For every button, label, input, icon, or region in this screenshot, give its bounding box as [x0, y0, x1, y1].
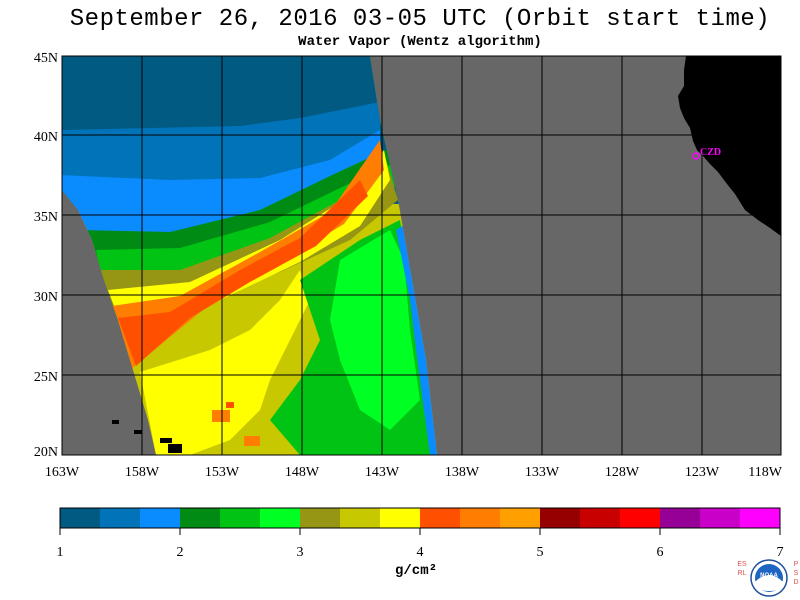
lat-label-35n: 35N: [34, 210, 58, 225]
map-title: September 26, 2016 03-05 UTC (Orbit star…: [69, 6, 771, 33]
colorbar-swatch-9: [420, 508, 461, 528]
lon-label-153w: 153W: [205, 465, 240, 480]
satellite-swath: [62, 56, 437, 455]
lon-label-118w: 118W: [748, 465, 782, 480]
colorbar-swatch-5: [260, 508, 301, 528]
colorbar-swatch-0: [60, 508, 101, 528]
colorbar-label-6: 6: [657, 545, 664, 560]
grid-lines: [62, 56, 781, 455]
lat-label-25n: 25N: [34, 370, 58, 385]
colorbar-label-5: 5: [537, 545, 544, 560]
island-oahu: [134, 430, 142, 434]
colorbar-label-4: 4: [417, 545, 424, 560]
island-kauai: [112, 420, 119, 424]
colorbar-swatch-13: [580, 508, 621, 528]
lon-labels: 163W 158W 153W 148W 143W 138W 133W 128W …: [45, 465, 783, 480]
colorbar-swatch-17: [740, 508, 781, 528]
lon-label-133w: 133W: [525, 465, 560, 480]
california-land: [678, 56, 781, 236]
colorbar-swatch-4: [220, 508, 261, 528]
swath-light-blue-band: [62, 130, 380, 245]
lat-label-40n: 40N: [34, 130, 58, 145]
colorbar-ticks: [59, 528, 781, 535]
lon-label-163w: 163W: [45, 465, 80, 480]
swath-red-orange-core: [118, 180, 368, 366]
map-subtitle: Water Vapor (Wentz algorithm): [298, 34, 542, 50]
colorbar-swatch-11: [500, 508, 541, 528]
lon-label-148w: 148W: [285, 465, 320, 480]
colorbar-swatch-14: [620, 508, 661, 528]
swath-dark-green-band: [80, 148, 395, 268]
station-marker: [692, 152, 700, 160]
lon-label-158w: 158W: [125, 465, 160, 480]
colorbar-swatch-15: [660, 508, 701, 528]
swath-orange-spot-2: [244, 436, 260, 446]
island-hawaii: [168, 444, 182, 453]
esrl-logo-text: ESRL: [737, 561, 747, 577]
island-maui: [160, 438, 172, 443]
colorbar-swatch-3: [180, 508, 221, 528]
swath-east-bright-green: [330, 230, 420, 430]
lon-label-128w: 128W: [605, 465, 640, 480]
lat-label-30n: 30N: [34, 290, 58, 305]
station-label: CZD: [700, 147, 721, 158]
lat-label-45n: 45N: [34, 51, 58, 66]
noaa-logo-wave: [755, 575, 783, 591]
swath-green-band: [96, 164, 396, 288]
colorbar-unit-label: g/cm²: [395, 563, 438, 579]
swath-east-blue-edge: [396, 220, 437, 455]
colorbar-swatch-7: [340, 508, 381, 528]
colorbar-label-7: 7: [777, 545, 784, 560]
colorbar-label-3: 3: [297, 545, 304, 560]
psd-logo-text: PSD: [793, 561, 799, 586]
hawaiian-islands: [112, 420, 182, 453]
lat-label-20n: 20N: [34, 445, 58, 460]
map-frame: [61, 55, 782, 456]
lon-label-123w: 123W: [685, 465, 720, 480]
colorbar-swatch-1: [100, 508, 141, 528]
swath-orange-spot-1: [212, 410, 230, 422]
colorbar-labels: 1 2 3 4 5 6 7: [57, 545, 784, 560]
colorbar: [60, 508, 781, 528]
colorbar-swatch-2: [140, 508, 181, 528]
colorbar-swatch-12: [540, 508, 581, 528]
noaa-logo-text: NOAA: [760, 573, 778, 579]
colorbar-swatch-10: [460, 508, 501, 528]
noaa-logo: NOAA: [750, 559, 788, 597]
lon-label-138w: 138W: [445, 465, 480, 480]
lon-label-143w: 143W: [365, 465, 400, 480]
colorbar-swatch-6: [300, 508, 341, 528]
swath-red-spot: [226, 402, 234, 408]
colorbar-swatch-8: [380, 508, 421, 528]
colorbar-swatch-16: [700, 508, 741, 528]
colorbar-label-2: 2: [177, 545, 184, 560]
swath-south-yellow: [140, 270, 310, 455]
colorbar-label-1: 1: [57, 545, 64, 560]
lat-labels: 45N 40N 35N 30N 25N 20N: [34, 51, 58, 460]
